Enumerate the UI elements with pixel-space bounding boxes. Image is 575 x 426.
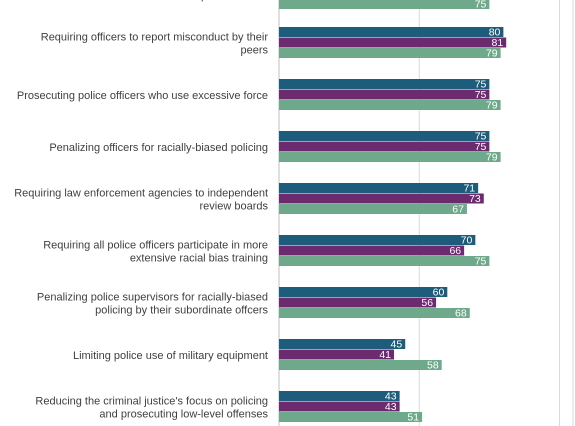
bar: [279, 401, 400, 412]
data-label: 70: [461, 235, 473, 247]
bar: [279, 308, 470, 318]
data-label: 75: [475, 141, 487, 153]
category-label: review boards: [200, 200, 269, 212]
data-label: 75: [475, 0, 487, 11]
bar: [279, 100, 501, 110]
bar: [279, 141, 490, 152]
data-label: 79: [486, 100, 498, 112]
category-label: Penalizing officers for racially-biased …: [49, 142, 268, 154]
category-label: Limiting police use of military equipmen…: [73, 350, 268, 362]
bar: [279, 27, 504, 37]
data-label: 58: [427, 360, 439, 372]
data-label: 75: [475, 131, 487, 143]
data-label: 43: [385, 391, 397, 403]
bar: [279, 183, 479, 193]
bar: [279, 287, 448, 297]
category-label: Prosecuting police officers who use exce…: [17, 90, 268, 102]
bar: [279, 131, 490, 141]
data-label: 41: [379, 349, 391, 361]
data-label: 75: [475, 79, 487, 91]
bar: [279, 412, 423, 422]
data-label: 68: [455, 308, 467, 320]
category-label: Requiring officers to report misconduct …: [41, 31, 269, 43]
data-label: 45: [391, 339, 403, 351]
bar: [279, 89, 490, 100]
bar: [279, 245, 465, 256]
bar: [279, 37, 507, 48]
category-label: policing by their subordinate offcers: [95, 304, 268, 316]
data-label: 79: [486, 48, 498, 60]
bar: [279, 79, 490, 89]
data-label: 71: [463, 183, 475, 195]
data-label: 80: [489, 27, 501, 39]
bar: [279, 204, 467, 214]
data-label: 51: [407, 412, 419, 424]
bar: [279, 391, 400, 401]
data-label: 75: [475, 256, 487, 268]
data-label: 79: [486, 152, 498, 164]
data-label: 73: [469, 193, 481, 205]
data-label: 66: [449, 245, 461, 257]
bar: [279, 48, 501, 58]
bar: [279, 360, 442, 370]
category-label: Penalizing police supervisors for racial…: [37, 291, 268, 303]
category-label: Requiring law enforcement agencies to in…: [14, 187, 268, 199]
data-label: 81: [492, 37, 504, 49]
bar: [279, 339, 406, 349]
bar: [279, 256, 490, 266]
bar: [279, 0, 490, 9]
category-label: police officers: [201, 0, 269, 2]
bar: [279, 235, 476, 245]
bar: [279, 349, 395, 360]
bar: [279, 297, 437, 308]
data-label: 56: [421, 297, 433, 309]
category-label: Requiring all police officers participat…: [43, 239, 268, 251]
category-label: extensive racial bias training: [130, 252, 268, 264]
data-label: 67: [452, 204, 464, 216]
data-label: 60: [433, 287, 445, 299]
category-label: and prosecuting low-level offenses: [99, 408, 268, 420]
category-label: Reducing the criminal justice's focus on…: [35, 395, 268, 407]
data-label: 43: [385, 401, 397, 413]
data-label: 75: [475, 89, 487, 101]
category-label: peers: [240, 44, 268, 56]
bar: [279, 152, 501, 162]
bar: [279, 193, 484, 204]
